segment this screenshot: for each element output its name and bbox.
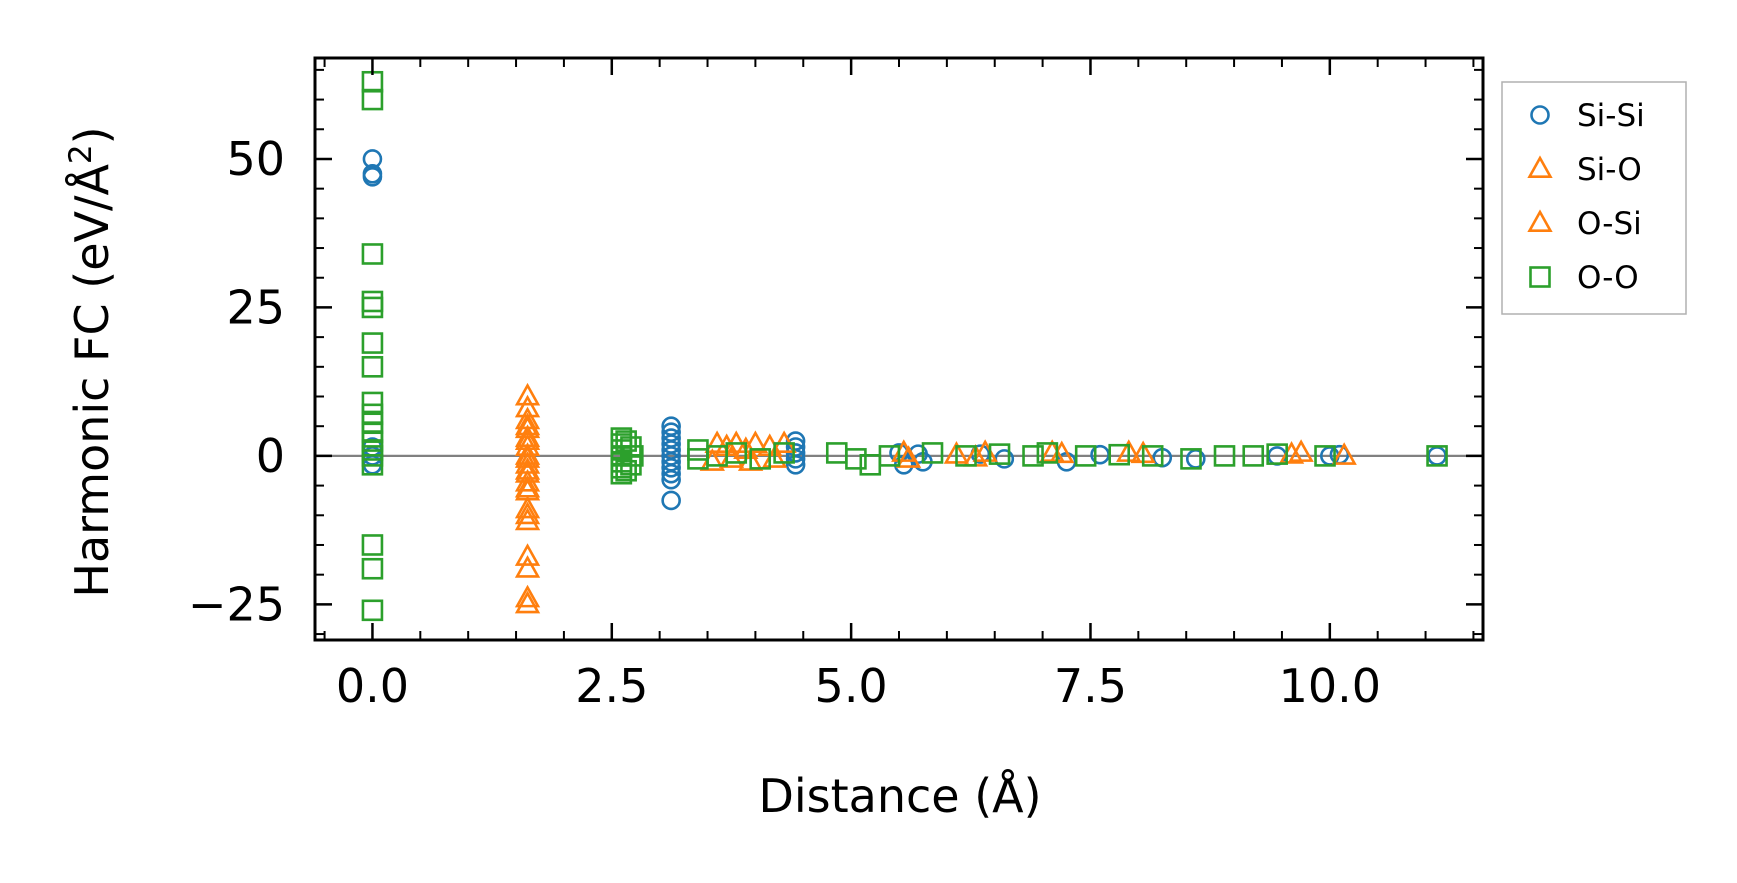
data-point-o-o bbox=[361, 88, 384, 111]
data-point-o-o bbox=[1242, 445, 1265, 467]
data-point-o-si bbox=[514, 445, 541, 468]
data-point-o-o bbox=[1266, 443, 1288, 465]
legend-items: Si-Si Si-O O-Si O-O bbox=[1527, 98, 1645, 296]
data-point-o-o bbox=[773, 442, 795, 464]
legend: Si-Si Si-O O-Si O-O bbox=[1501, 81, 1687, 315]
data-point-o-o bbox=[1036, 442, 1059, 464]
data-point-o-o bbox=[361, 557, 384, 580]
y-axis-title-superscript: 2 bbox=[63, 144, 99, 164]
data-point-o-o bbox=[361, 70, 384, 93]
data-point-o-o bbox=[615, 459, 637, 482]
data-point-o-o bbox=[361, 391, 384, 414]
data-point-o-o bbox=[361, 356, 384, 378]
data-point-o-o bbox=[1314, 445, 1336, 467]
data-point-o-o bbox=[825, 442, 848, 464]
data-point-si-si bbox=[661, 463, 681, 484]
data-point-si-o bbox=[514, 555, 541, 578]
y-tick-label: 50 bbox=[226, 132, 285, 186]
y-axis-title-close: ) bbox=[65, 126, 119, 144]
data-point-o-o bbox=[361, 243, 384, 265]
legend-label-o-o: O-O bbox=[1577, 260, 1639, 296]
data-point-o-o bbox=[749, 448, 771, 470]
x-tick-label: 0.0 bbox=[336, 659, 409, 713]
data-point-o-o bbox=[988, 443, 1011, 465]
data-point-si-si bbox=[785, 449, 806, 469]
data-point-si-o bbox=[514, 495, 541, 519]
data-point-o-o bbox=[361, 296, 384, 319]
data-point-o-o bbox=[859, 454, 882, 476]
data-point-o-o bbox=[622, 445, 644, 467]
data-point-o-si bbox=[514, 501, 541, 525]
data-point-o-o bbox=[361, 534, 384, 556]
x-tick-label: 5.0 bbox=[815, 659, 888, 713]
data-point-o-si bbox=[1331, 442, 1357, 465]
data-point-o-o bbox=[361, 290, 384, 313]
y-tick-label: −25 bbox=[188, 577, 285, 631]
y-axis-title: Harmonic FC (eV/Å2) bbox=[63, 126, 119, 597]
legend-label-si-si: Si-Si bbox=[1577, 98, 1645, 134]
data-point-o-o bbox=[1426, 445, 1448, 467]
data-point-si-o bbox=[514, 584, 541, 608]
legend-marker-o-si bbox=[1527, 209, 1553, 232]
data-point-si-si bbox=[661, 457, 681, 478]
plot-area-frame bbox=[313, 56, 1485, 642]
data-point-o-o bbox=[615, 430, 637, 452]
data-point-si-si bbox=[661, 469, 681, 490]
data-point-o-si bbox=[514, 474, 541, 498]
data-point-o-o bbox=[1022, 445, 1044, 467]
data-point-o-si bbox=[895, 445, 922, 468]
data-point-o-o bbox=[361, 332, 384, 354]
data-point-o-o bbox=[955, 445, 977, 467]
data-point-si-si bbox=[362, 164, 383, 184]
y-tick-label: 25 bbox=[226, 280, 285, 334]
y-tick-label: 0 bbox=[256, 429, 285, 483]
x-tick-label: 7.5 bbox=[1054, 659, 1127, 713]
legend-marker-si-si bbox=[1530, 105, 1550, 125]
legend-marker-o-o bbox=[1529, 266, 1551, 288]
data-point-o-o bbox=[878, 445, 901, 467]
ticks-layer bbox=[315, 58, 1483, 640]
legend-label-o-si: O-Si bbox=[1577, 206, 1642, 242]
legend-marker-si-o bbox=[1527, 155, 1553, 178]
y-axis-title-main: Harmonic FC (eV/Å bbox=[65, 164, 119, 598]
data-point-o-si bbox=[514, 412, 541, 436]
data-point-si-o bbox=[514, 507, 541, 531]
data-point-si-o bbox=[1288, 439, 1314, 462]
data-point-si-o bbox=[514, 468, 541, 492]
data-point-si-o bbox=[514, 543, 541, 566]
data-point-si-o bbox=[514, 590, 541, 614]
data-point-o-o bbox=[725, 442, 748, 464]
tick-labels-layer: 0.0 2.5 5.0 7.5 10.0 −25 0 25 50 bbox=[188, 132, 1381, 713]
data-point-o-o bbox=[1141, 445, 1164, 467]
x-tick-label: 10.0 bbox=[1279, 659, 1381, 713]
data-point-o-o bbox=[921, 442, 944, 464]
data-point-o-o bbox=[845, 448, 867, 470]
data-point-o-o bbox=[1074, 445, 1097, 467]
legend-label-si-o: Si-O bbox=[1577, 152, 1642, 188]
data-point-si-si bbox=[661, 490, 681, 511]
x-tick-label: 2.5 bbox=[575, 659, 648, 713]
data-point-si-o bbox=[742, 430, 769, 454]
data-point-si-si bbox=[785, 455, 806, 475]
data-point-o-o bbox=[361, 599, 384, 622]
data-point-o-o bbox=[1213, 445, 1236, 467]
data-point-o-o bbox=[361, 454, 384, 476]
data-points-layer bbox=[361, 70, 1448, 622]
data-point-o-o bbox=[1180, 448, 1202, 470]
x-axis-title: Distance (Å) bbox=[758, 769, 1041, 823]
data-point-si-o bbox=[514, 382, 541, 406]
data-point-o-o bbox=[1108, 443, 1130, 466]
